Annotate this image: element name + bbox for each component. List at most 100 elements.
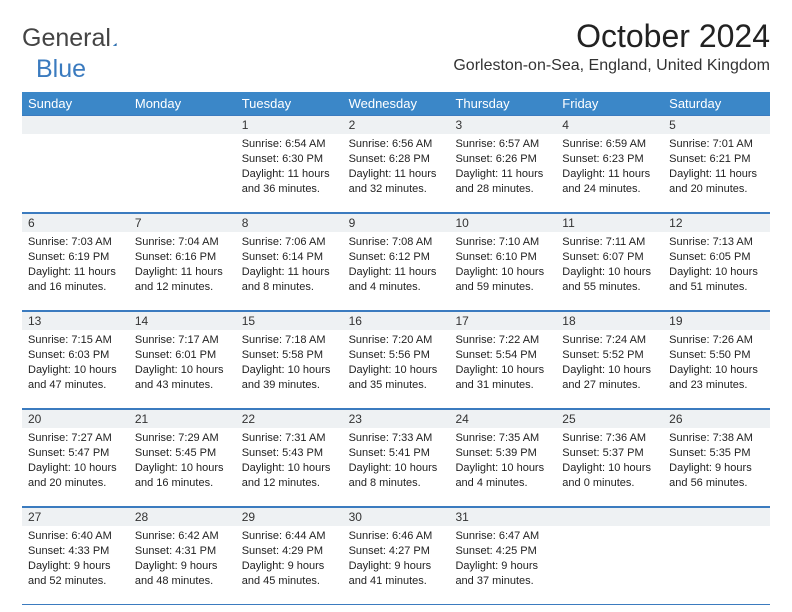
day-cell: Sunrise: 6:59 AMSunset: 6:23 PMDaylight:…	[556, 134, 663, 212]
date-number: 26	[663, 410, 770, 428]
date-number-row: 20212223242526	[22, 409, 770, 428]
date-number: 12	[663, 214, 770, 232]
day-cell: Sunrise: 7:10 AMSunset: 6:10 PMDaylight:…	[449, 232, 556, 310]
day-cell: Sunrise: 7:20 AMSunset: 5:56 PMDaylight:…	[343, 330, 450, 408]
sunrise-text: Sunrise: 7:22 AM	[455, 333, 550, 348]
sunrise-text: Sunrise: 6:47 AM	[455, 529, 550, 544]
date-number: 24	[449, 410, 556, 428]
sunset-text: Sunset: 6:23 PM	[562, 152, 657, 167]
week-row: Sunrise: 6:54 AMSunset: 6:30 PMDaylight:…	[22, 134, 770, 213]
day-cell: Sunrise: 7:08 AMSunset: 6:12 PMDaylight:…	[343, 232, 450, 310]
daylight-text: Daylight: 10 hours and 16 minutes.	[135, 461, 230, 491]
day-label: Wednesday	[343, 92, 450, 115]
day-cell: Sunrise: 6:47 AMSunset: 4:25 PMDaylight:…	[449, 526, 556, 604]
sunrise-text: Sunrise: 6:54 AM	[242, 137, 337, 152]
sunrise-text: Sunrise: 6:42 AM	[135, 529, 230, 544]
day-label: Sunday	[22, 92, 129, 115]
weeks-container: 12345Sunrise: 6:54 AMSunset: 6:30 PMDayl…	[22, 115, 770, 605]
sunrise-text: Sunrise: 7:13 AM	[669, 235, 764, 250]
day-cell: Sunrise: 7:36 AMSunset: 5:37 PMDaylight:…	[556, 428, 663, 506]
sunrise-text: Sunrise: 7:38 AM	[669, 431, 764, 446]
sunset-text: Sunset: 4:27 PM	[349, 544, 444, 559]
sunset-text: Sunset: 6:14 PM	[242, 250, 337, 265]
date-number	[22, 116, 129, 134]
date-number: 10	[449, 214, 556, 232]
daylight-text: Daylight: 11 hours and 36 minutes.	[242, 167, 337, 197]
calendar-grid: Sunday Monday Tuesday Wednesday Thursday…	[22, 92, 770, 605]
date-number: 23	[343, 410, 450, 428]
date-number-row: 12345	[22, 115, 770, 134]
day-cell: Sunrise: 7:13 AMSunset: 6:05 PMDaylight:…	[663, 232, 770, 310]
sunset-text: Sunset: 6:05 PM	[669, 250, 764, 265]
day-cell: Sunrise: 6:46 AMSunset: 4:27 PMDaylight:…	[343, 526, 450, 604]
sunrise-text: Sunrise: 7:03 AM	[28, 235, 123, 250]
date-number: 28	[129, 508, 236, 526]
date-number: 14	[129, 312, 236, 330]
day-header-row: Sunday Monday Tuesday Wednesday Thursday…	[22, 92, 770, 115]
day-cell: Sunrise: 7:17 AMSunset: 6:01 PMDaylight:…	[129, 330, 236, 408]
daylight-text: Daylight: 10 hours and 31 minutes.	[455, 363, 550, 393]
daylight-text: Daylight: 10 hours and 4 minutes.	[455, 461, 550, 491]
sunset-text: Sunset: 6:07 PM	[562, 250, 657, 265]
sunrise-text: Sunrise: 6:44 AM	[242, 529, 337, 544]
date-number: 11	[556, 214, 663, 232]
day-cell: Sunrise: 6:40 AMSunset: 4:33 PMDaylight:…	[22, 526, 129, 604]
sunrise-text: Sunrise: 7:26 AM	[669, 333, 764, 348]
sunset-text: Sunset: 5:43 PM	[242, 446, 337, 461]
sunrise-text: Sunrise: 7:18 AM	[242, 333, 337, 348]
sunset-text: Sunset: 6:10 PM	[455, 250, 550, 265]
sunrise-text: Sunrise: 7:31 AM	[242, 431, 337, 446]
daylight-text: Daylight: 10 hours and 23 minutes.	[669, 363, 764, 393]
date-number: 18	[556, 312, 663, 330]
sunrise-text: Sunrise: 7:10 AM	[455, 235, 550, 250]
sunrise-text: Sunrise: 6:59 AM	[562, 137, 657, 152]
date-number: 1	[236, 116, 343, 134]
day-label: Friday	[556, 92, 663, 115]
day-cell: Sunrise: 7:35 AMSunset: 5:39 PMDaylight:…	[449, 428, 556, 506]
sunrise-text: Sunrise: 6:56 AM	[349, 137, 444, 152]
sunrise-text: Sunrise: 7:33 AM	[349, 431, 444, 446]
day-cell	[663, 526, 770, 604]
day-cell: Sunrise: 6:56 AMSunset: 6:28 PMDaylight:…	[343, 134, 450, 212]
sunrise-text: Sunrise: 7:36 AM	[562, 431, 657, 446]
sunset-text: Sunset: 5:35 PM	[669, 446, 764, 461]
date-number: 13	[22, 312, 129, 330]
daylight-text: Daylight: 9 hours and 45 minutes.	[242, 559, 337, 589]
page-title: October 2024	[453, 18, 770, 55]
sunrise-text: Sunrise: 7:24 AM	[562, 333, 657, 348]
date-number: 9	[343, 214, 450, 232]
date-number: 19	[663, 312, 770, 330]
sunset-text: Sunset: 5:47 PM	[28, 446, 123, 461]
sunrise-text: Sunrise: 7:35 AM	[455, 431, 550, 446]
daylight-text: Daylight: 11 hours and 16 minutes.	[28, 265, 123, 295]
date-number: 21	[129, 410, 236, 428]
daylight-text: Daylight: 10 hours and 59 minutes.	[455, 265, 550, 295]
day-cell: Sunrise: 7:31 AMSunset: 5:43 PMDaylight:…	[236, 428, 343, 506]
sunset-text: Sunset: 6:01 PM	[135, 348, 230, 363]
logo: General	[22, 24, 135, 53]
day-cell: Sunrise: 7:15 AMSunset: 6:03 PMDaylight:…	[22, 330, 129, 408]
day-cell: Sunrise: 7:03 AMSunset: 6:19 PMDaylight:…	[22, 232, 129, 310]
daylight-text: Daylight: 11 hours and 32 minutes.	[349, 167, 444, 197]
sunrise-text: Sunrise: 7:01 AM	[669, 137, 764, 152]
date-number: 7	[129, 214, 236, 232]
day-cell: Sunrise: 6:57 AMSunset: 6:26 PMDaylight:…	[449, 134, 556, 212]
title-block: October 2024 Gorleston-on-Sea, England, …	[453, 18, 770, 75]
sunrise-text: Sunrise: 7:08 AM	[349, 235, 444, 250]
logo-text-b: Blue	[36, 55, 86, 84]
day-label: Tuesday	[236, 92, 343, 115]
week-row: Sunrise: 7:15 AMSunset: 6:03 PMDaylight:…	[22, 330, 770, 409]
daylight-text: Daylight: 10 hours and 27 minutes.	[562, 363, 657, 393]
day-cell: Sunrise: 7:29 AMSunset: 5:45 PMDaylight:…	[129, 428, 236, 506]
date-number	[556, 508, 663, 526]
day-cell: Sunrise: 7:33 AMSunset: 5:41 PMDaylight:…	[343, 428, 450, 506]
daylight-text: Daylight: 10 hours and 39 minutes.	[242, 363, 337, 393]
sunset-text: Sunset: 6:21 PM	[669, 152, 764, 167]
date-number: 3	[449, 116, 556, 134]
sunrise-text: Sunrise: 6:57 AM	[455, 137, 550, 152]
daylight-text: Daylight: 10 hours and 47 minutes.	[28, 363, 123, 393]
daylight-text: Daylight: 9 hours and 41 minutes.	[349, 559, 444, 589]
date-number: 2	[343, 116, 450, 134]
page-subtitle: Gorleston-on-Sea, England, United Kingdo…	[453, 57, 770, 75]
daylight-text: Daylight: 10 hours and 35 minutes.	[349, 363, 444, 393]
